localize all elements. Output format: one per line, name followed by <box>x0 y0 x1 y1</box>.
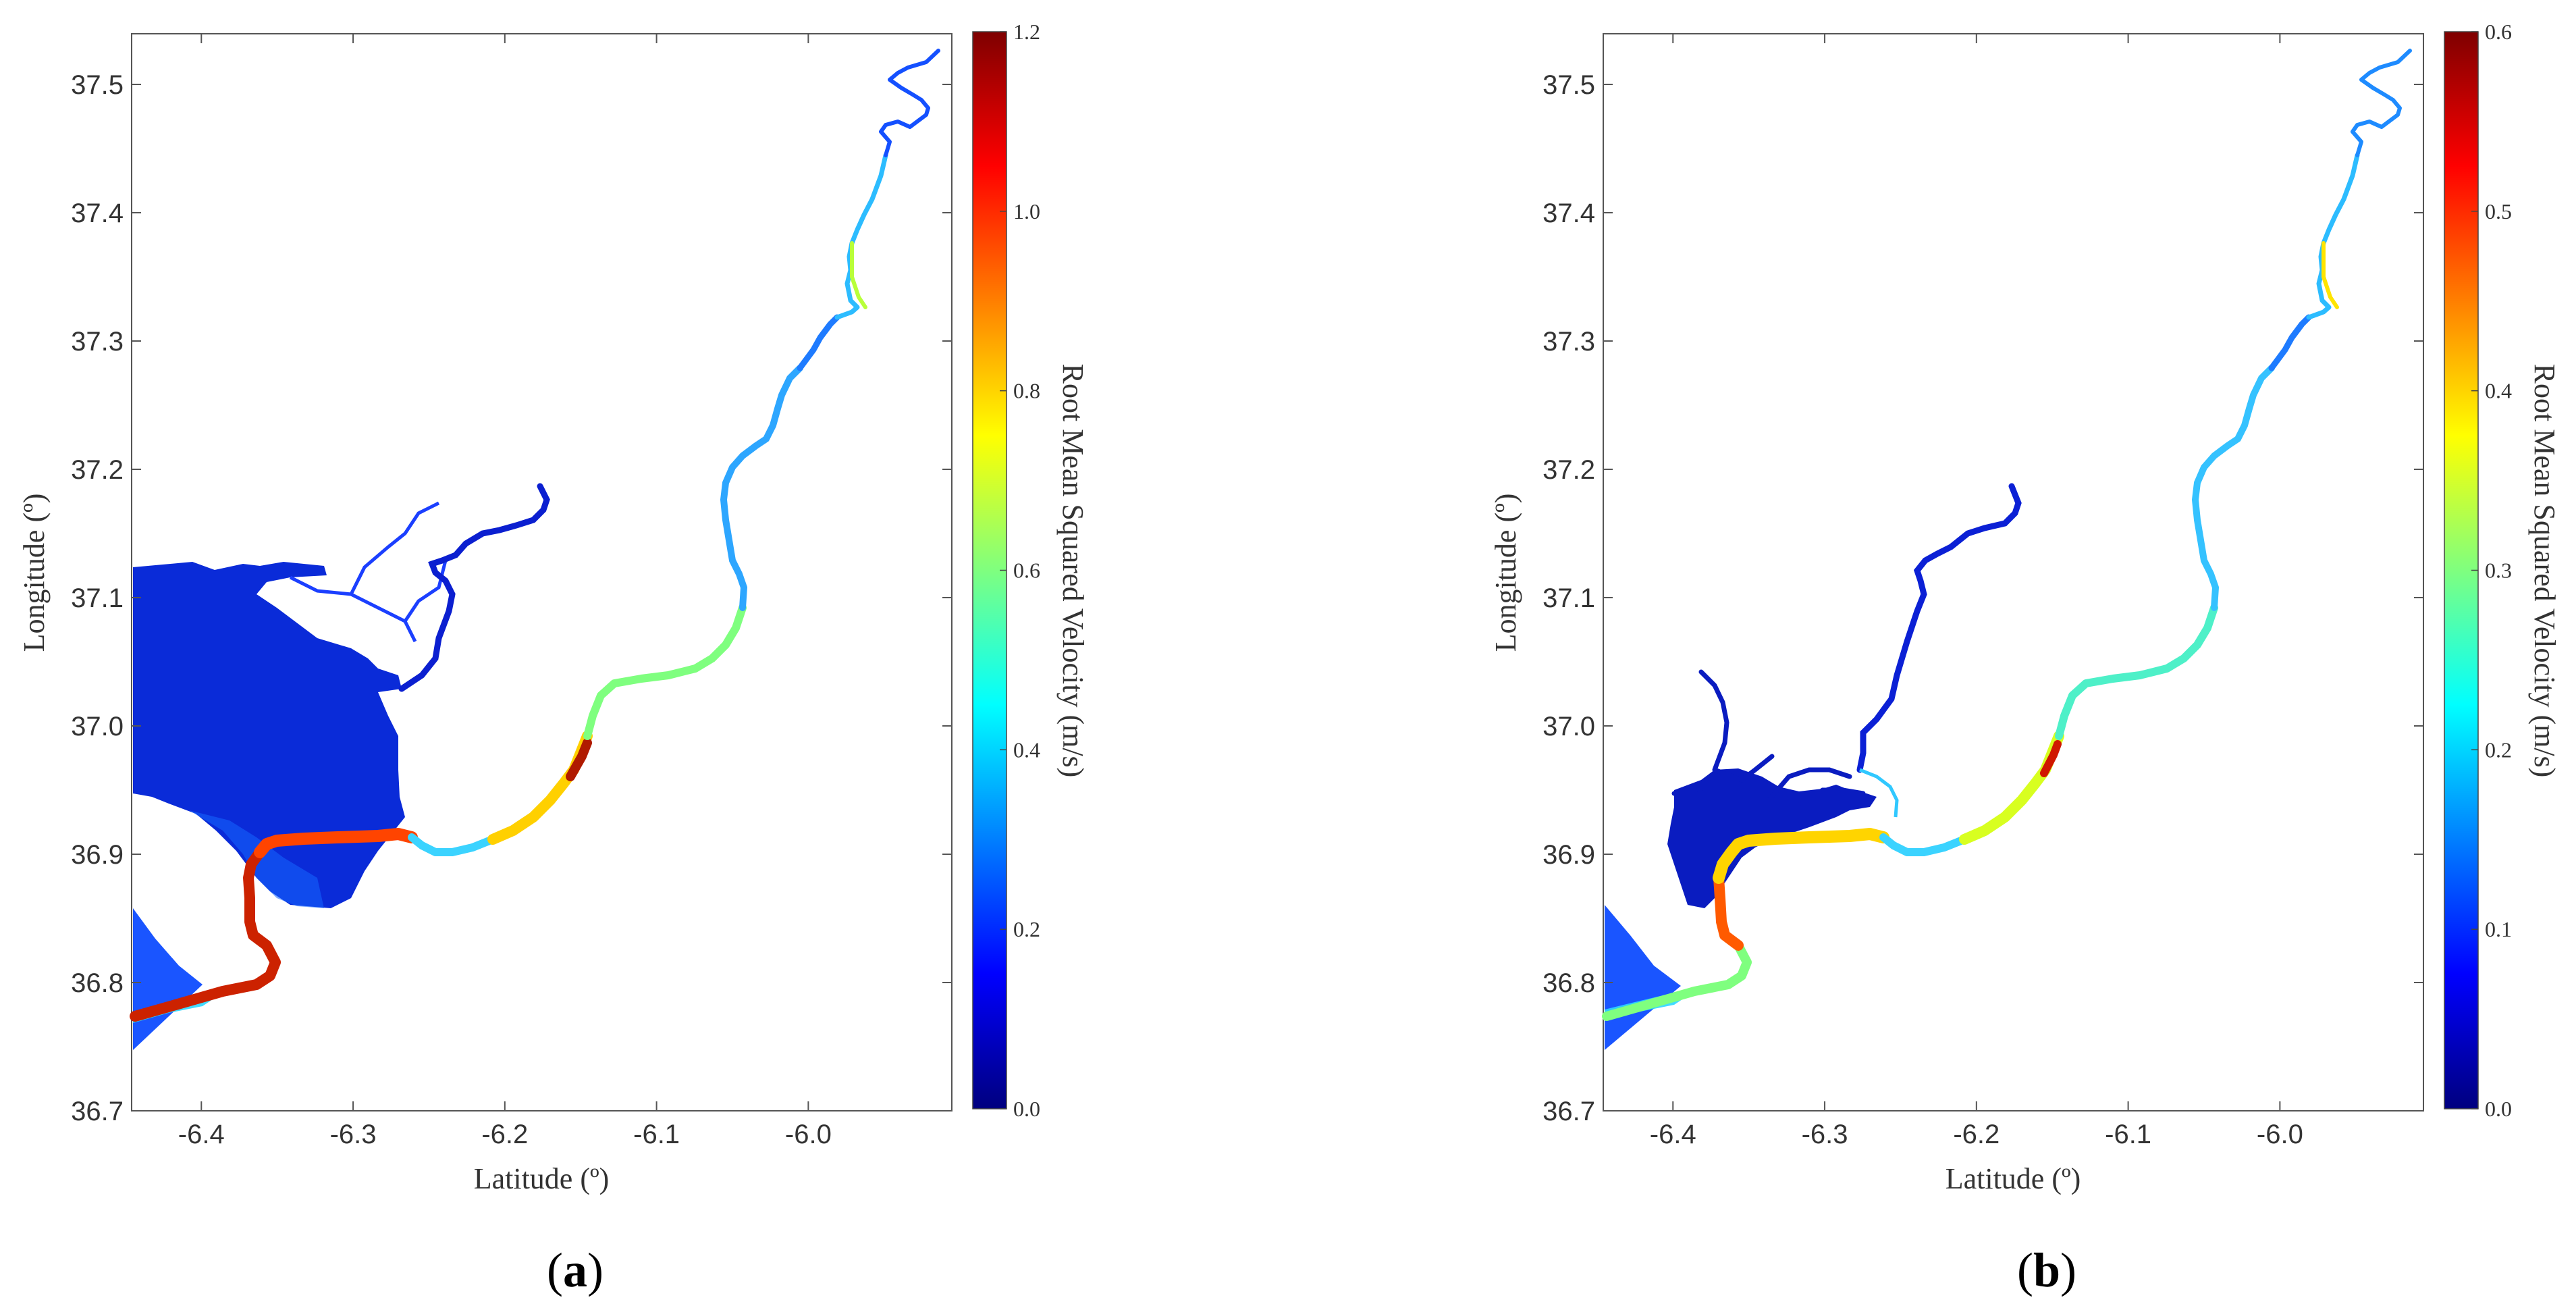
marsh-channel-network <box>1671 669 1866 806</box>
main-river-channel <box>1602 49 2412 1021</box>
marsh-channel-network <box>289 501 448 643</box>
colorbar-label: Root Mean Squared Velocity (m/s) <box>2528 364 2561 778</box>
marsh-area <box>133 562 405 908</box>
x-tick-label: -6.1 <box>2105 1120 2151 1149</box>
panel-label-open: ( <box>547 1243 563 1297</box>
colorbar-tick-label: 0.4 <box>1013 737 1040 762</box>
colorbar-tick-label: 1.2 <box>1013 20 1040 44</box>
y-tick-label: 37.4 <box>71 199 124 228</box>
colorbar-tick-label: 0.6 <box>1013 558 1040 583</box>
colorbar-tick-label: 0.8 <box>1013 379 1040 403</box>
y-tick-label: 37.1 <box>71 583 124 613</box>
y-axis-label: Longitude (º) <box>18 494 51 652</box>
y-tick-label: 37.0 <box>71 712 124 741</box>
panel-label-close: ) <box>587 1243 603 1297</box>
y-tick-label: 37.5 <box>71 70 124 100</box>
x-tick-label: -6.4 <box>1650 1120 1696 1149</box>
colorbar-tick-label: 0.6 <box>2485 20 2512 44</box>
axis-ticks: -6.4 -6.3 -6.2 -6.1 -6.0 36.7 36.8 36.9 37.0 37.1… <box>1542 20 2512 1149</box>
tributary-channel <box>398 483 550 692</box>
panel-a: -6.4 -6.3 -6.2 -6.1 -6.0 36.7 36.8 36.9 37.0 37.1… <box>18 20 1090 1297</box>
y-tick-label: 37.5 <box>1542 70 1595 100</box>
panel-label-letter: a <box>563 1243 587 1297</box>
x-tick-label: -6.2 <box>1953 1120 2000 1149</box>
colorbar-tick-label: 0.0 <box>1013 1097 1040 1121</box>
colorbar-tick-label: 1.0 <box>1013 199 1040 224</box>
y-tick-label: 36.8 <box>71 968 124 998</box>
y-tick-label: 37.3 <box>71 327 124 357</box>
colorbar-tick-label: 0.2 <box>1013 917 1040 941</box>
y-tick-label: 37.1 <box>1542 583 1595 613</box>
x-tick-label: -6.0 <box>2257 1120 2303 1149</box>
main-river-channel <box>130 49 940 1022</box>
panel-b: -6.4 -6.3 -6.2 -6.1 -6.0 36.7 36.8 36.9 37.0 37.1… <box>1472 0 2576 1308</box>
y-axis-label: Longitude (º) <box>1489 494 1522 652</box>
panel-a-figure: -6.4 -6.3 -6.2 -6.1 -6.0 36.7 36.8 36.9 37.0 37.1… <box>18 20 1090 1297</box>
colorbar-label: Root Mean Squared Velocity (m/s) <box>1056 364 1090 778</box>
panel-label-letter: b <box>2033 1243 2060 1297</box>
y-tick-label: 36.9 <box>1542 840 1595 870</box>
y-tick-label: 36.8 <box>1542 968 1595 998</box>
x-tick-label: -6.3 <box>1802 1120 1848 1149</box>
tributary-channel <box>1856 483 2022 773</box>
panel-label-close: ) <box>2060 1243 2076 1297</box>
panel-label: (a) <box>547 1243 603 1297</box>
x-tick-label: -6.4 <box>178 1120 225 1149</box>
x-tick-label: -6.2 <box>481 1120 528 1149</box>
tributary-link <box>1859 768 1899 818</box>
y-tick-label: 36.7 <box>1542 1097 1595 1126</box>
axis-ticks: -6.4 -6.3 -6.2 -6.1 -6.0 36.7 36.8 36.9 37.0 37.1… <box>71 20 1040 1149</box>
x-axis-label: Latitude (º) <box>474 1162 610 1195</box>
y-tick-label: 37.2 <box>1542 455 1595 485</box>
y-tick-label: 37.0 <box>1542 712 1595 741</box>
x-tick-label: -6.3 <box>330 1120 377 1149</box>
colorbar-tick-label: 0.0 <box>2485 1097 2512 1121</box>
colorbar-tick-label: 0.4 <box>2485 379 2512 403</box>
colorbar-tick-label: 0.3 <box>2485 558 2512 583</box>
x-tick-label: -6.1 <box>633 1120 680 1149</box>
map-frame <box>1603 33 2424 1111</box>
panel-label-open: ( <box>2017 1243 2033 1297</box>
panel-label: (b) <box>2017 1243 2076 1297</box>
y-tick-label: 37.4 <box>1542 199 1595 228</box>
x-tick-label: -6.0 <box>785 1120 832 1149</box>
panel-b-figure: -6.4 -6.3 -6.2 -6.1 -6.0 36.7 36.8 36.9 37.0 37.1… <box>1489 20 2561 1297</box>
colorbar-tick-label: 0.1 <box>2485 917 2512 941</box>
y-tick-label: 37.3 <box>1542 327 1595 357</box>
y-tick-label: 37.2 <box>71 455 124 485</box>
y-tick-label: 36.9 <box>71 840 124 870</box>
colorbar-tick-label: 0.2 <box>2485 737 2512 762</box>
colorbar-tick-label: 0.5 <box>2485 199 2512 224</box>
y-tick-label: 36.7 <box>71 1097 124 1126</box>
x-axis-label: Latitude (º) <box>1946 1162 2081 1195</box>
